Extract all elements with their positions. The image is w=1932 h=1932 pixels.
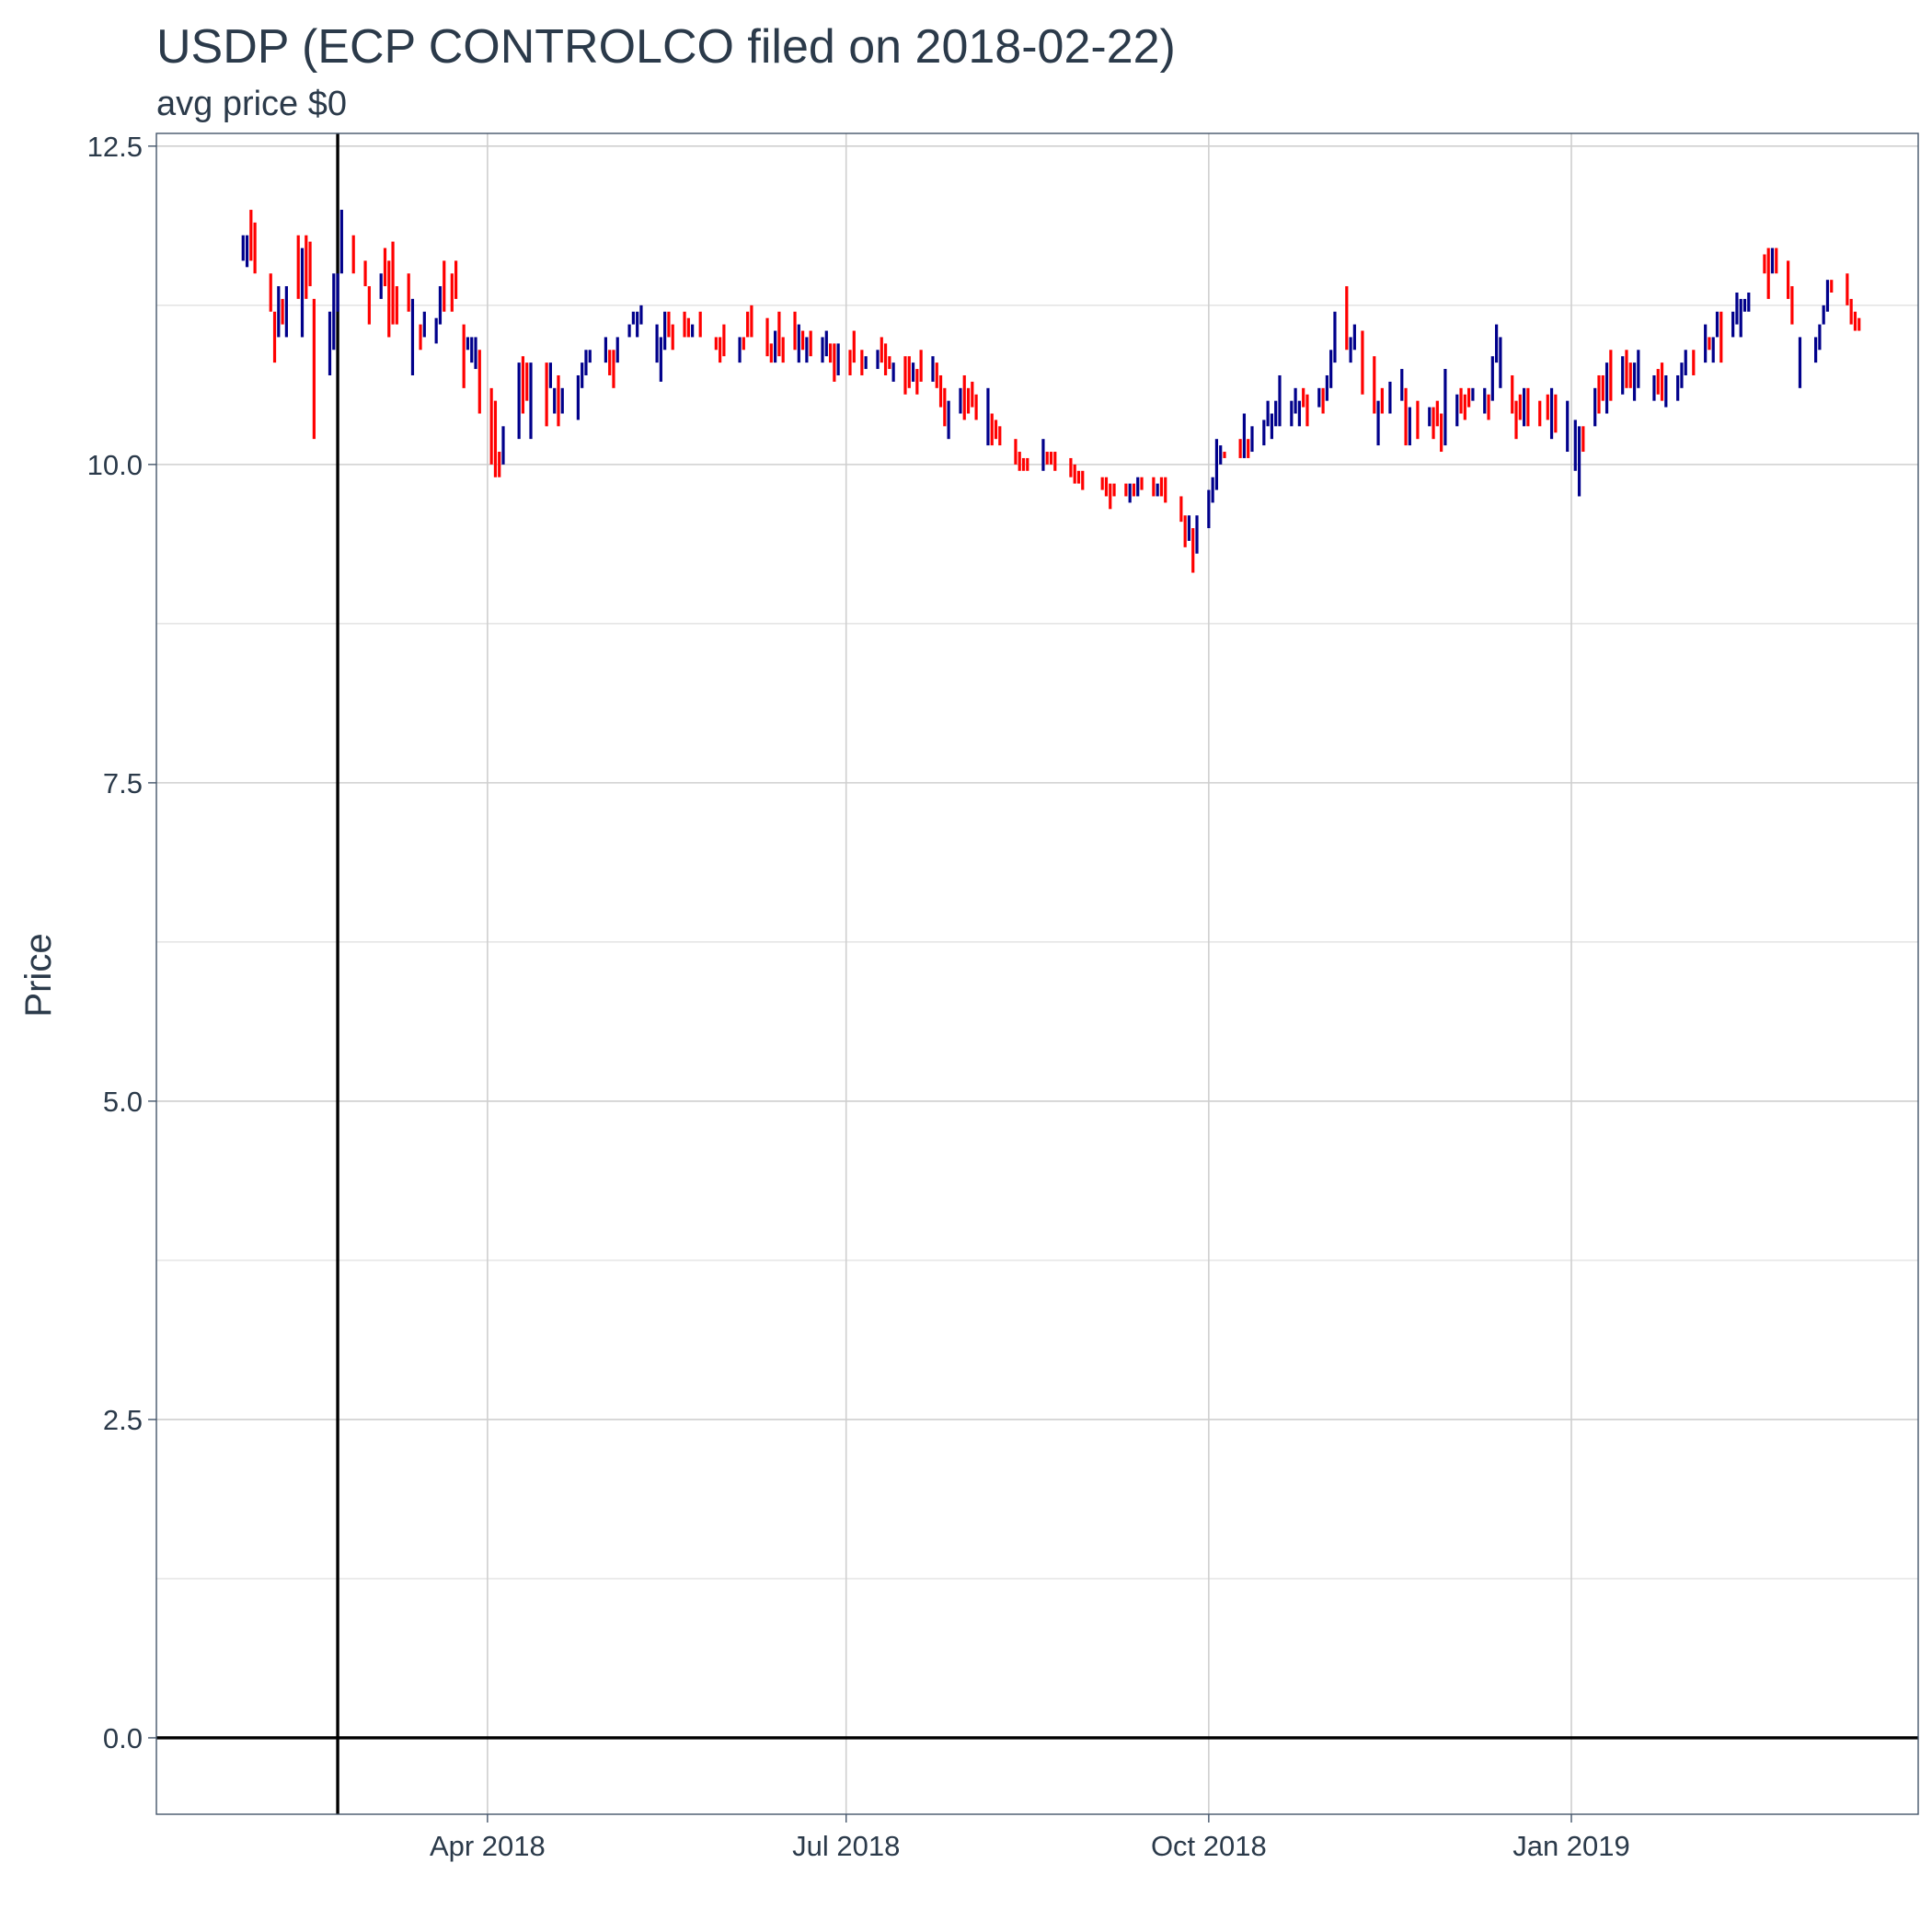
x-tick-label: Jan 2019 [1512, 1830, 1630, 1862]
y-tick-label: 0.0 [103, 1722, 143, 1754]
chart-subtitle: avg price $0 [156, 85, 347, 123]
y-tick-label: 2.5 [103, 1404, 143, 1436]
x-axis-ticks: Apr 2018 Jul 2018 Oct 2018 Jan 2019 [430, 1814, 1630, 1862]
x-tick-label: Jul 2018 [792, 1830, 900, 1862]
y-axis-title: Price [18, 933, 59, 1017]
chart-title: USDP (ECP CONTROLCO filed on 2018-02-22) [156, 20, 1176, 74]
x-tick-label: Oct 2018 [1151, 1830, 1267, 1862]
reference-lines [156, 133, 1918, 1814]
price-bars [241, 210, 1861, 573]
y-axis-ticks: 0.0 2.5 5.0 7.5 10.0 12.5 [87, 131, 156, 1754]
y-tick-label: 10.0 [87, 449, 143, 481]
y-tick-label: 12.5 [87, 131, 143, 163]
x-tick-label: Apr 2018 [430, 1830, 546, 1862]
plot-panel [155, 132, 1919, 1815]
y-tick-label: 7.5 [103, 767, 143, 799]
y-tick-label: 5.0 [103, 1086, 143, 1118]
